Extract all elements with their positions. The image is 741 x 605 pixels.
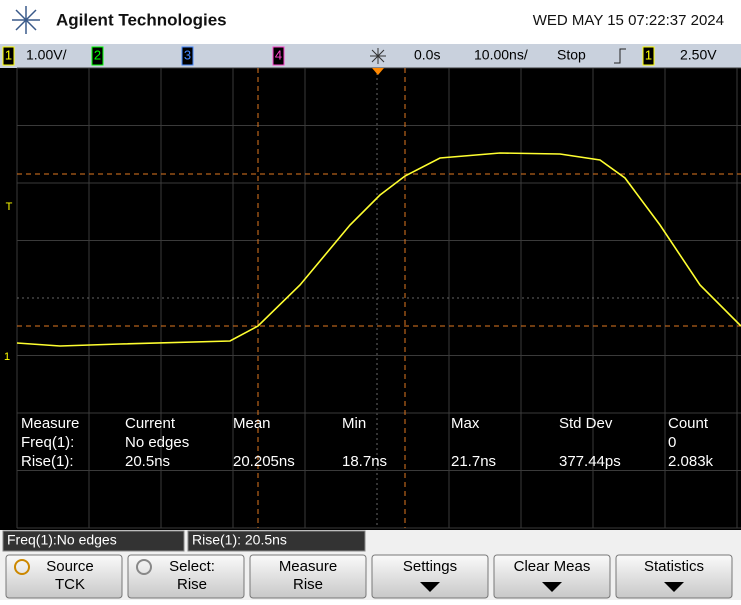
softkey[interactable]	[371, 554, 489, 599]
trigger-channel: 1	[645, 47, 652, 62]
meas-cell: 20.5ns	[125, 453, 170, 470]
softkey-label: Select:	[169, 558, 215, 575]
cursors	[17, 68, 741, 528]
summary-text: Rise(1): 20.5ns	[192, 532, 287, 548]
logo	[12, 6, 40, 34]
ch3-box	[181, 46, 194, 66]
meas-cell: 0	[668, 434, 676, 451]
time-offset: 0.0s	[414, 47, 440, 63]
grid	[16, 67, 741, 529]
down-arrow	[542, 582, 562, 592]
time-scale: 10.00ns/	[474, 47, 528, 63]
waveform	[16, 152, 741, 347]
summary-boxes: Freq(1):No edges Rise(1): 20.5ns	[2, 530, 366, 552]
meas-header: Count	[668, 415, 709, 432]
softkey-label: Clear Meas	[514, 558, 591, 575]
summary-text: Freq(1):No edges	[7, 532, 117, 548]
graticule-bg	[0, 68, 741, 530]
meas-cell: No edges	[125, 434, 189, 451]
softkey-value: Rise	[293, 576, 323, 593]
down-arrow	[664, 582, 684, 592]
meas-header: Std Dev	[559, 415, 613, 432]
softkey-value: TCK	[55, 576, 85, 593]
softkey[interactable]	[5, 554, 123, 599]
ch1-box	[2, 46, 15, 66]
meas-cell: 21.7ns	[451, 453, 496, 470]
meas-header: Max	[451, 415, 480, 432]
ch2: 2	[94, 47, 101, 62]
knob-icon	[14, 559, 30, 575]
acq-icon	[370, 48, 386, 64]
run-state: Stop	[557, 47, 586, 63]
brand: Agilent Technologies	[56, 10, 227, 29]
softkey[interactable]	[249, 554, 367, 599]
ch2-box	[91, 46, 104, 66]
softkey-label: Statistics	[644, 558, 704, 575]
summary-box	[187, 530, 366, 552]
softkey-label: Measure	[279, 558, 337, 575]
trigger-level-marker: T	[6, 201, 13, 213]
softkey-label: Settings	[403, 558, 457, 575]
down-arrow	[420, 582, 440, 592]
datetime: WED MAY 15 07:22:37 2024	[533, 12, 724, 29]
meas-cell: 2.083k	[668, 453, 714, 470]
trig-ch-box	[642, 46, 655, 66]
softkey[interactable]	[615, 554, 733, 599]
meas-cell: Rise(1):	[21, 453, 74, 470]
trigger-level: 2.50V	[680, 47, 717, 63]
measurements: Measure Current Mean Min Max Std Dev Count Freq…	[21, 415, 714, 470]
header-bg	[0, 0, 741, 44]
meas-cell: 18.7ns	[342, 453, 387, 470]
ch1-scale: 1.00V/	[26, 47, 67, 63]
knob-icon	[136, 559, 152, 575]
meas-header: Mean	[233, 415, 271, 432]
meas-cell: Freq(1):	[21, 434, 74, 451]
meas-header: Measure	[21, 415, 79, 432]
ch1: 1	[5, 47, 12, 62]
trigger-pos-marker	[372, 68, 384, 75]
ground-marker: 1	[4, 351, 10, 363]
ch4: 4	[275, 47, 282, 62]
ch4-box	[272, 46, 285, 66]
softkey-label: Source	[46, 558, 94, 575]
meas-cell: 377.44ps	[559, 453, 621, 470]
softkey[interactable]	[493, 554, 611, 599]
meas-cell: 20.205ns	[233, 453, 295, 470]
summary-box	[2, 530, 185, 552]
meas-header: Current	[125, 415, 176, 432]
meas-header: Min	[342, 415, 366, 432]
softkey-value: Rise	[177, 576, 207, 593]
softkey[interactable]	[127, 554, 245, 599]
ch3: 3	[184, 47, 191, 62]
trigger-edge-icon	[614, 48, 626, 64]
